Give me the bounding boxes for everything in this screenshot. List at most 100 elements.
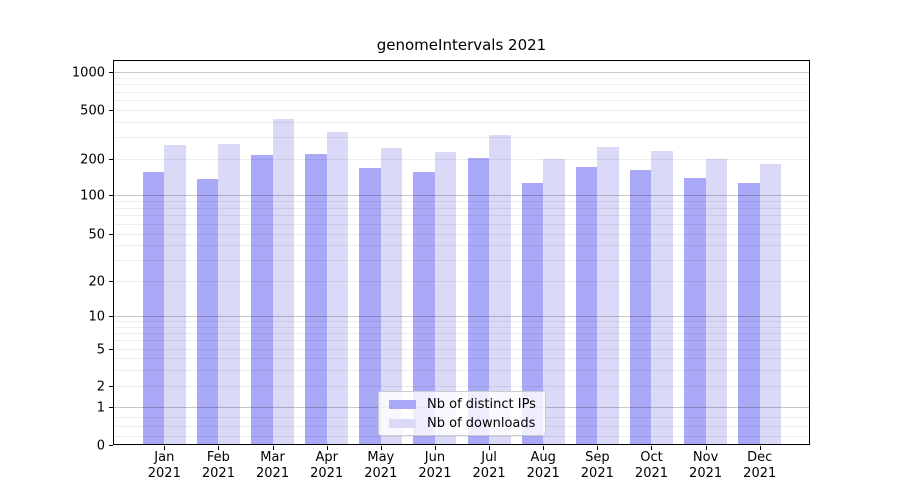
x-tick-label-may: May 2021 <box>364 450 398 481</box>
x-tick-label-mar: Mar 2021 <box>256 450 290 481</box>
gridline-1000 <box>113 72 810 73</box>
gridline-500 <box>113 110 810 111</box>
y-tick-label-20: 20 <box>88 274 105 289</box>
gridline-40 <box>113 245 810 247</box>
bar-sep-downloads <box>597 147 619 445</box>
x-tick-mark-oct <box>651 446 653 450</box>
gridline-800 <box>113 84 810 86</box>
y-tick-label-0: 0 <box>96 438 105 453</box>
gridline-20 <box>113 281 810 282</box>
y-tick-label-200: 200 <box>80 152 105 167</box>
y-tick-label-1: 1 <box>96 400 105 415</box>
gridline-5 <box>113 349 810 350</box>
y-tick-mark-50 <box>109 234 113 235</box>
bar-mar-distinct-ips <box>251 155 273 445</box>
x-tick-label-jan: Jan 2021 <box>147 450 181 481</box>
bar-sep-distinct-ips <box>575 166 598 445</box>
bar-may-downloads <box>380 147 403 445</box>
bar-nov-distinct-ips <box>684 178 706 445</box>
gridline-30 <box>113 260 810 262</box>
gridline-9 <box>113 321 810 323</box>
y-tick-mark-20 <box>109 281 113 282</box>
gridline-200 <box>113 159 810 160</box>
gridline-2 <box>113 386 810 387</box>
y-tick-label-1000: 1000 <box>71 65 105 80</box>
x-tick-label-apr: Apr 2021 <box>310 450 344 481</box>
x-tick-mark-mar <box>272 446 274 450</box>
bar-apr-downloads <box>326 132 349 445</box>
bar-jul-downloads <box>489 134 511 445</box>
legend-swatch-icon <box>389 399 416 409</box>
y-tick-mark-10 <box>109 316 113 317</box>
x-tick-mark-may <box>380 446 382 450</box>
x-tick-label-dec: Dec 2021 <box>743 450 777 481</box>
gridline-60 <box>113 223 810 225</box>
gridline-0.25 <box>113 435 810 437</box>
gridline-300 <box>113 137 810 139</box>
y-tick-mark-1000 <box>109 72 113 73</box>
bar-jul-distinct-ips <box>467 158 490 445</box>
legend-item-0: Nb of distinct IPs <box>389 396 536 412</box>
gridline-4 <box>113 358 810 359</box>
x-tick-label-jun: Jun 2021 <box>418 450 452 481</box>
x-tick-mark-jan <box>164 446 166 450</box>
y-tick-mark-5 <box>109 349 113 350</box>
x-tick-label-oct: Oct 2021 <box>634 450 669 481</box>
y-tick-label-100: 100 <box>80 188 105 203</box>
bar-jan-downloads <box>164 145 186 445</box>
bar-mar-downloads <box>272 118 295 445</box>
bar-nov-downloads <box>705 159 728 445</box>
bar-jun-downloads <box>434 151 457 445</box>
bar-jun-distinct-ips <box>413 172 435 445</box>
legend-label: Nb of downloads <box>427 415 536 431</box>
legend: Nb of distinct IPs Nb of downloads <box>378 391 546 436</box>
bar-feb-downloads <box>218 143 240 445</box>
x-tick-mark-aug <box>543 446 545 450</box>
x-tick-mark-jul <box>489 446 491 450</box>
gridline-70 <box>113 215 810 217</box>
bar-dec-downloads <box>759 164 782 445</box>
x-tick-mark-jun <box>434 446 436 450</box>
x-tick-label-aug: Aug 2021 <box>526 450 560 481</box>
y-tick-label-50: 50 <box>88 227 105 242</box>
bar-oct-distinct-ips <box>629 169 652 445</box>
legend-item-1: Nb of downloads <box>389 416 535 431</box>
y-tick-mark-500 <box>109 110 113 111</box>
chart-title: genomeIntervals 2021 <box>376 36 547 54</box>
y-tick-label-10: 10 <box>88 309 105 324</box>
y-tick-mark-100 <box>109 195 113 196</box>
x-tick-label-nov: Nov 2021 <box>689 450 723 481</box>
gridline-7 <box>113 332 810 334</box>
gridline-3 <box>113 369 810 371</box>
gridline-400 <box>113 121 810 123</box>
x-tick-mark-nov <box>705 446 707 450</box>
x-tick-mark-sep <box>597 446 599 450</box>
gridline-900 <box>113 77 810 79</box>
bar-may-distinct-ips <box>359 168 381 445</box>
gridline-50 <box>113 234 810 235</box>
x-tick-label-feb: Feb 2021 <box>201 450 235 481</box>
gridline-8 <box>113 326 810 328</box>
bar-aug-downloads <box>543 159 565 445</box>
gridline-10 <box>113 316 810 317</box>
x-tick-mark-dec <box>759 446 761 450</box>
gridline-100 <box>113 195 810 196</box>
legend-swatch-icon <box>389 418 416 428</box>
bar-oct-downloads <box>651 150 673 445</box>
x-tick-mark-feb <box>218 446 220 450</box>
gridline-700 <box>113 91 810 93</box>
y-tick-label-5: 5 <box>96 342 105 357</box>
bar-dec-distinct-ips <box>738 183 760 445</box>
y-tick-mark-200 <box>109 159 113 160</box>
legend-label: Nb of distinct IPs <box>427 396 536 412</box>
gridline-90 <box>113 200 810 202</box>
bar-feb-distinct-ips <box>196 179 219 445</box>
bar-aug-distinct-ips <box>521 183 544 445</box>
plot-area: Nb of distinct IPs Nb of downloads <box>113 60 810 445</box>
gridline-600 <box>113 100 810 101</box>
x-tick-label-sep: Sep 2021 <box>580 450 614 481</box>
y-tick-label-2: 2 <box>96 379 105 394</box>
gridline-80 <box>113 207 810 209</box>
bar-apr-distinct-ips <box>305 154 327 445</box>
